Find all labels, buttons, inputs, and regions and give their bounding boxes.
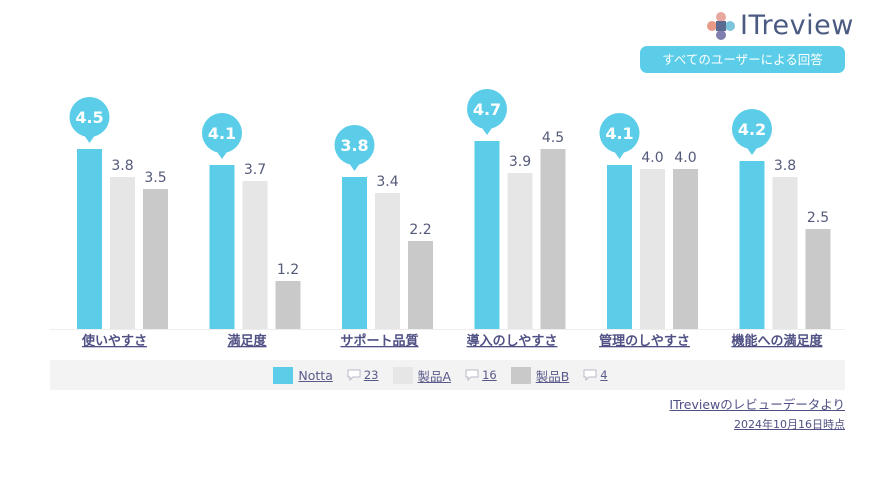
category-label[interactable]: 満足度 [227,333,267,349]
bar [474,141,500,329]
logo-cross-icon [707,12,735,40]
review-count[interactable]: 16 [465,368,497,382]
bar-value-label: 3.4 [376,174,398,190]
bar-value-label: 3.8 [340,136,368,155]
review-count[interactable]: 23 [347,368,379,382]
review-count[interactable]: 4 [583,368,608,382]
bar-value-label: 1.2 [277,262,299,278]
bar-value-label: 4.0 [674,150,696,166]
source-link[interactable]: ITreviewのレビューデータより [669,397,845,412]
legend-series-name[interactable]: 製品B [535,368,570,384]
legend: Notta 23 製品A 16 製品B 4 [50,360,845,390]
bar-value-label: 2.2 [409,222,431,238]
legend-item[interactable]: Notta 23 [273,366,379,384]
bar-value-label: 3.9 [509,154,531,170]
legend-item[interactable]: 製品B 4 [510,366,608,385]
bar-value-label: 3.7 [244,162,266,178]
bar [507,173,533,329]
category-label[interactable]: 使いやすさ [81,333,147,349]
value-bubble: 4.5 [69,97,110,143]
bar-value-label: 4.5 [75,108,103,127]
bar-value-label: 3.8 [774,158,796,174]
bar [607,165,632,329]
bar-value-label: 4.0 [641,150,663,166]
bar [275,281,301,329]
bar-value-label: 4.5 [542,130,564,146]
as-of-date: 2024年10月16日時点 [734,418,845,431]
bar [242,181,268,329]
bar-value-label: 3.8 [111,158,133,174]
bar-value-label: 4.1 [605,124,633,143]
bar [342,177,367,329]
legend-series-name[interactable]: Notta [298,367,333,383]
logo-wordmark: ITreview [740,10,854,41]
category-label[interactable]: 管理のしやすさ [599,333,690,349]
legend-swatch [273,366,294,384]
itreview-logo: ITreview [704,8,853,44]
bar [673,169,698,329]
legend-swatch [392,366,413,384]
bar [209,165,235,329]
value-bubble: 4.1 [202,113,242,159]
bar [805,229,831,329]
legend-swatch [510,366,531,384]
comment-icon [465,369,479,381]
bar [110,177,135,329]
bar [375,193,400,329]
category-label[interactable]: サポート品質 [340,333,418,349]
bar [77,149,102,329]
bar-value-label: 4.1 [208,124,236,143]
legend-series-name[interactable]: 製品A [417,368,452,384]
bar [772,177,798,329]
value-bubble: 4.2 [732,109,772,155]
value-bubble: 3.8 [334,125,375,171]
value-bubble: 4.7 [467,89,507,135]
value-bubble: 4.1 [599,113,640,159]
bar-value-label: 2.5 [807,210,829,226]
bar-value-label: 3.5 [144,170,166,186]
bar-value-label: 4.7 [473,100,501,119]
legend-item[interactable]: 製品A 16 [392,366,497,385]
bar [540,149,566,329]
bar [640,169,665,329]
answer-scope-badge: すべてのユーザーによる回答 [640,46,845,73]
category-label[interactable]: 機能への満足度 [731,333,823,349]
bar-value-label: 4.2 [738,120,766,139]
comment-icon [347,369,361,381]
bar [143,189,168,329]
bar [408,241,433,329]
comment-icon [583,369,597,381]
bar-chart: 4.5 3.8 3.5 使いやすさ 4.1 3.7 1.2 満足度 3.8 3.4 2.2 サポート品… [50,89,845,349]
category-label[interactable]: 導入のしやすさ [467,333,558,349]
bar [739,161,765,329]
